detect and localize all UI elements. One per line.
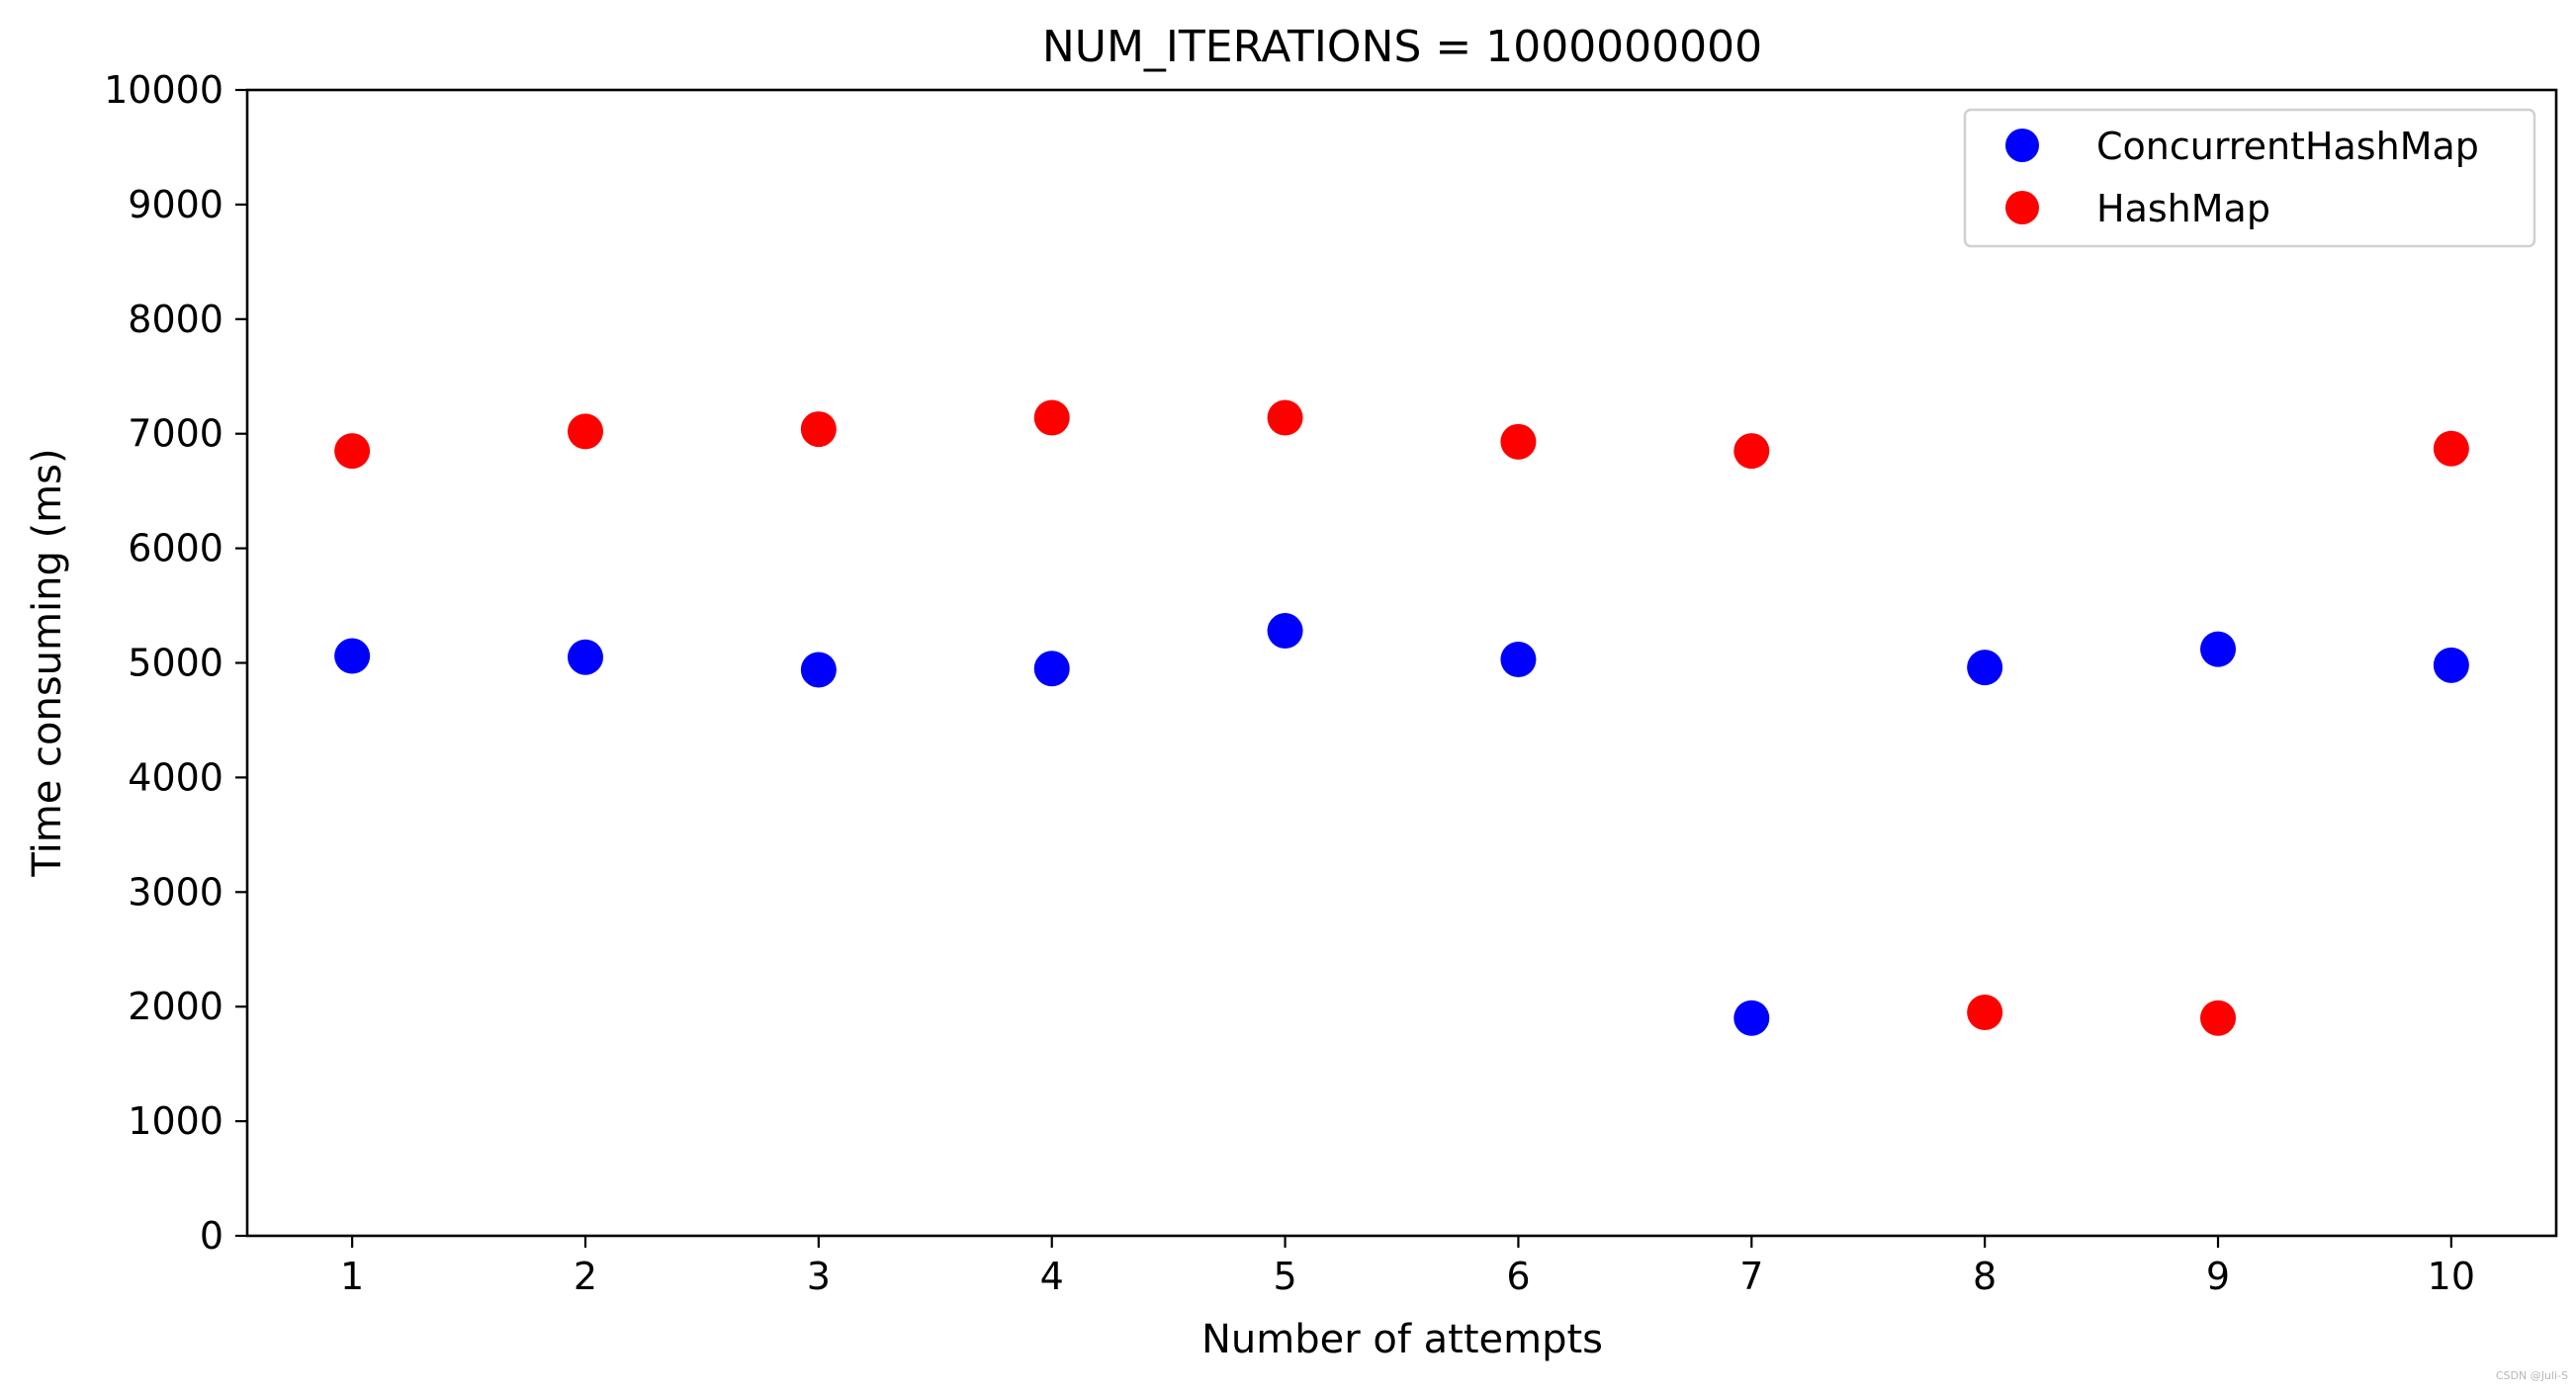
x-tick-label: 8 — [1973, 1255, 1997, 1298]
x-tick-label: 1 — [340, 1255, 364, 1298]
data-point-concurrenthashmap — [1500, 642, 1537, 678]
x-tick-label: 9 — [2206, 1255, 2230, 1298]
y-tick-label: 7000 — [128, 412, 223, 456]
y-tick-label: 0 — [200, 1214, 223, 1258]
legend-marker-concurrenthashmap — [2005, 129, 2039, 162]
data-point-concurrenthashmap — [2200, 631, 2237, 667]
y-tick-label: 1000 — [128, 1099, 223, 1143]
y-tick-label: 10000 — [104, 68, 223, 112]
legend-box — [1963, 108, 2536, 248]
x-tick-label: 10 — [2428, 1255, 2475, 1298]
data-points — [334, 399, 2469, 1036]
axes: 0 1000 2000 3000 4000 5000 6000 7000 8000 9000 100… — [104, 68, 2475, 1298]
x-tick-label: 5 — [1273, 1255, 1296, 1298]
data-point-concurrenthashmap — [1733, 1000, 1770, 1036]
x-tick-label: 3 — [807, 1255, 831, 1298]
x-axis-label: Number of attempts — [1201, 1317, 1603, 1362]
data-point-hashmap — [800, 411, 837, 448]
x-tick-label: 4 — [1040, 1255, 1064, 1298]
data-point-concurrenthashmap — [800, 652, 837, 688]
y-tick-label: 4000 — [128, 755, 223, 799]
x-tick-label: 7 — [1739, 1255, 1763, 1298]
data-point-hashmap — [1500, 423, 1537, 460]
data-point-hashmap — [2200, 1000, 2237, 1036]
data-point-concurrenthashmap — [1267, 613, 1303, 650]
legend-marker-hashmap — [2005, 191, 2039, 224]
y-tick-label: 3000 — [128, 870, 223, 914]
chart-title: NUM_ITERATIONS = 1000000000 — [1042, 22, 1762, 72]
legend: ConcurrentHashMap HashMap — [1963, 108, 2536, 248]
data-point-hashmap — [567, 413, 603, 450]
data-point-concurrenthashmap — [2433, 647, 2469, 683]
data-point-hashmap — [1967, 994, 2003, 1030]
x-tick-label: 2 — [574, 1255, 597, 1298]
y-tick-label: 5000 — [128, 642, 223, 685]
data-point-concurrenthashmap — [1033, 651, 1070, 687]
data-point-concurrenthashmap — [567, 639, 603, 675]
data-point-hashmap — [2433, 430, 2469, 467]
data-point-hashmap — [1267, 399, 1303, 436]
x-tick-label: 6 — [1506, 1255, 1530, 1298]
data-point-hashmap — [334, 433, 371, 470]
data-point-concurrenthashmap — [1967, 650, 2003, 686]
y-tick-label: 6000 — [128, 527, 223, 570]
y-tick-label: 9000 — [128, 183, 223, 226]
data-point-concurrenthashmap — [334, 638, 371, 674]
y-tick-label: 2000 — [128, 985, 223, 1028]
y-tick-label: 8000 — [128, 298, 223, 341]
plot-frame — [245, 88, 2558, 1238]
legend-label-concurrenthashmap: ConcurrentHashMap — [2096, 125, 2479, 168]
data-point-hashmap — [1733, 433, 1770, 470]
watermark-text: CSDN @Juli-S — [2495, 1369, 2568, 1382]
legend-label-hashmap: HashMap — [2096, 187, 2270, 230]
y-axis-label: Time consuming (ms) — [25, 448, 70, 877]
data-point-hashmap — [1033, 399, 1070, 436]
